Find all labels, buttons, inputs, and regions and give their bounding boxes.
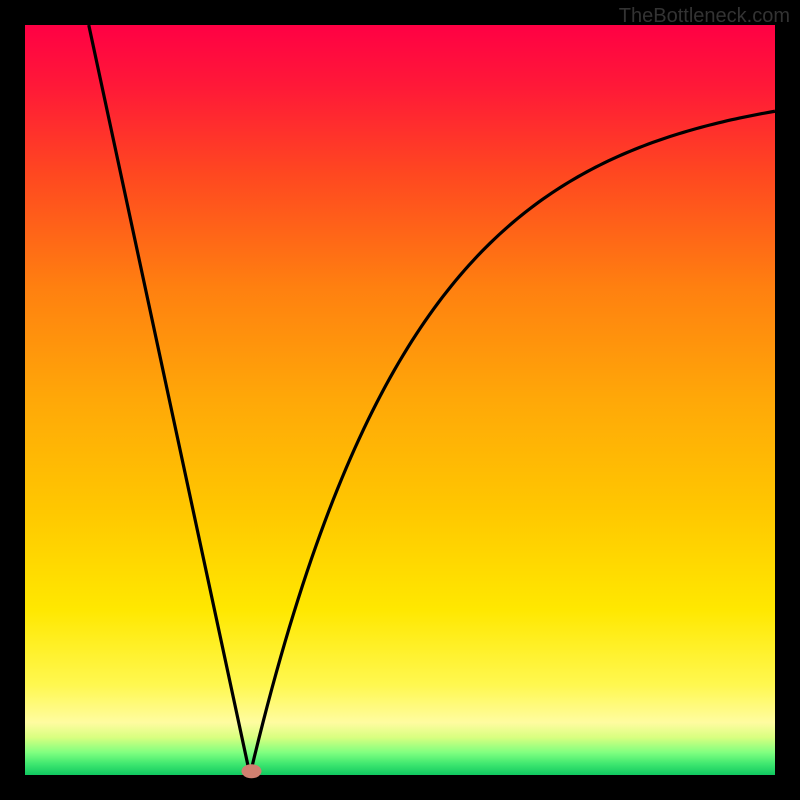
bottleneck-chart: TheBottleneck.com (0, 0, 800, 800)
watermark-text: TheBottleneck.com (619, 5, 790, 28)
minimum-marker (242, 764, 262, 778)
chart-svg (0, 0, 800, 800)
